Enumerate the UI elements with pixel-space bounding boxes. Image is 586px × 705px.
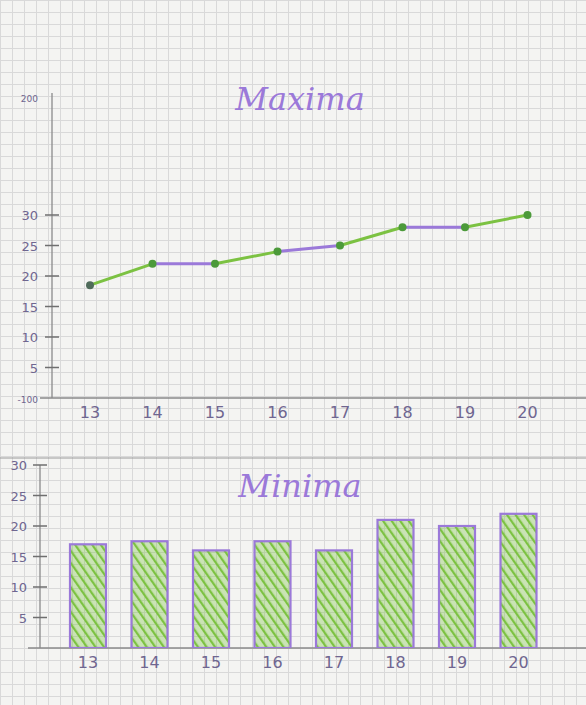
- x-tick-label: 18: [385, 653, 405, 672]
- y-tick-label: 15: [21, 300, 38, 315]
- point: [274, 248, 282, 256]
- line-segment: [153, 262, 216, 265]
- point: [524, 211, 532, 219]
- y-tick-label: 5: [30, 361, 38, 376]
- marks: [86, 211, 532, 289]
- x-tick-label: 13: [80, 403, 100, 422]
- x-tick-label: 15: [201, 653, 221, 672]
- y-tick-label: 10: [21, 330, 38, 345]
- y-tick-label: 25: [10, 489, 27, 504]
- y-tick: [45, 275, 59, 277]
- bar: [132, 541, 168, 648]
- y-tick: [33, 495, 47, 497]
- line-segment: [340, 227, 403, 245]
- x-tick-label: 17: [330, 403, 350, 422]
- y-tick: [33, 556, 47, 558]
- point: [211, 260, 219, 268]
- y-tick: [33, 464, 47, 466]
- x-tick-label: 15: [205, 403, 225, 422]
- y-tick: [45, 367, 59, 369]
- bar: [316, 550, 352, 648]
- line-segment: [215, 252, 278, 264]
- x-tick-label: 19: [447, 653, 467, 672]
- y-tick: [33, 586, 47, 588]
- bar: [501, 514, 537, 648]
- y-tick: [33, 617, 47, 619]
- y-tick-label: 10: [10, 580, 27, 595]
- chart-title: Minima: [237, 467, 361, 505]
- panel: Minima 5 10 15 20 25 30 13 14 15 16 17 18 19 20: [0, 458, 586, 672]
- y-tick: [45, 214, 59, 216]
- x-tick-label: 13: [78, 653, 98, 672]
- chart-page: Maxima 5 10 15 20 25 30 200 -100 13 14 15 16 17 18 19 20…: [0, 0, 586, 705]
- x-tick-label: 14: [139, 653, 159, 672]
- x-tick-label: 19: [455, 403, 475, 422]
- y-tick-label: 20: [10, 519, 27, 534]
- x-tick-label: 17: [324, 653, 344, 672]
- point: [336, 242, 344, 250]
- bar: [378, 520, 414, 648]
- y-tick: [33, 525, 47, 527]
- panel: Maxima 5 10 15 20 25 30 200 -100 13 14 15 16 17 18 19 20: [18, 80, 586, 422]
- x-tick-label: 16: [267, 403, 287, 422]
- panel-separator: [0, 457, 586, 458]
- x-axis: [40, 397, 586, 398]
- y-tick: [45, 336, 59, 338]
- y-tick: [45, 245, 59, 247]
- line-segment: [403, 226, 466, 229]
- bar: [439, 526, 475, 648]
- y-tick-label: 15: [10, 550, 27, 565]
- bar: [193, 550, 229, 648]
- y-tick-label: 30: [10, 458, 27, 473]
- point: [461, 223, 469, 231]
- point: [149, 260, 157, 268]
- point: [399, 223, 407, 231]
- x-tick-label: 20: [508, 653, 528, 672]
- bar: [70, 544, 106, 648]
- line-segment: [465, 215, 528, 227]
- y-tick-label: 20: [21, 269, 38, 284]
- marks: [70, 514, 537, 648]
- y-tick: [45, 306, 59, 308]
- y-tick-label: 30: [21, 208, 38, 223]
- point: [86, 281, 94, 289]
- x-tick-label: 16: [262, 653, 282, 672]
- annotation: -100: [18, 395, 39, 405]
- y-tick-label: 5: [19, 611, 27, 626]
- annotation: 200: [21, 94, 38, 104]
- line-segment: [90, 264, 153, 285]
- x-tick-label: 20: [517, 403, 537, 422]
- bar: [255, 541, 291, 648]
- y-tick-label: 25: [21, 239, 38, 254]
- x-tick-label: 18: [392, 403, 412, 422]
- chart-title: Maxima: [234, 80, 365, 118]
- line-segment: [278, 246, 341, 252]
- x-tick-label: 14: [142, 403, 162, 422]
